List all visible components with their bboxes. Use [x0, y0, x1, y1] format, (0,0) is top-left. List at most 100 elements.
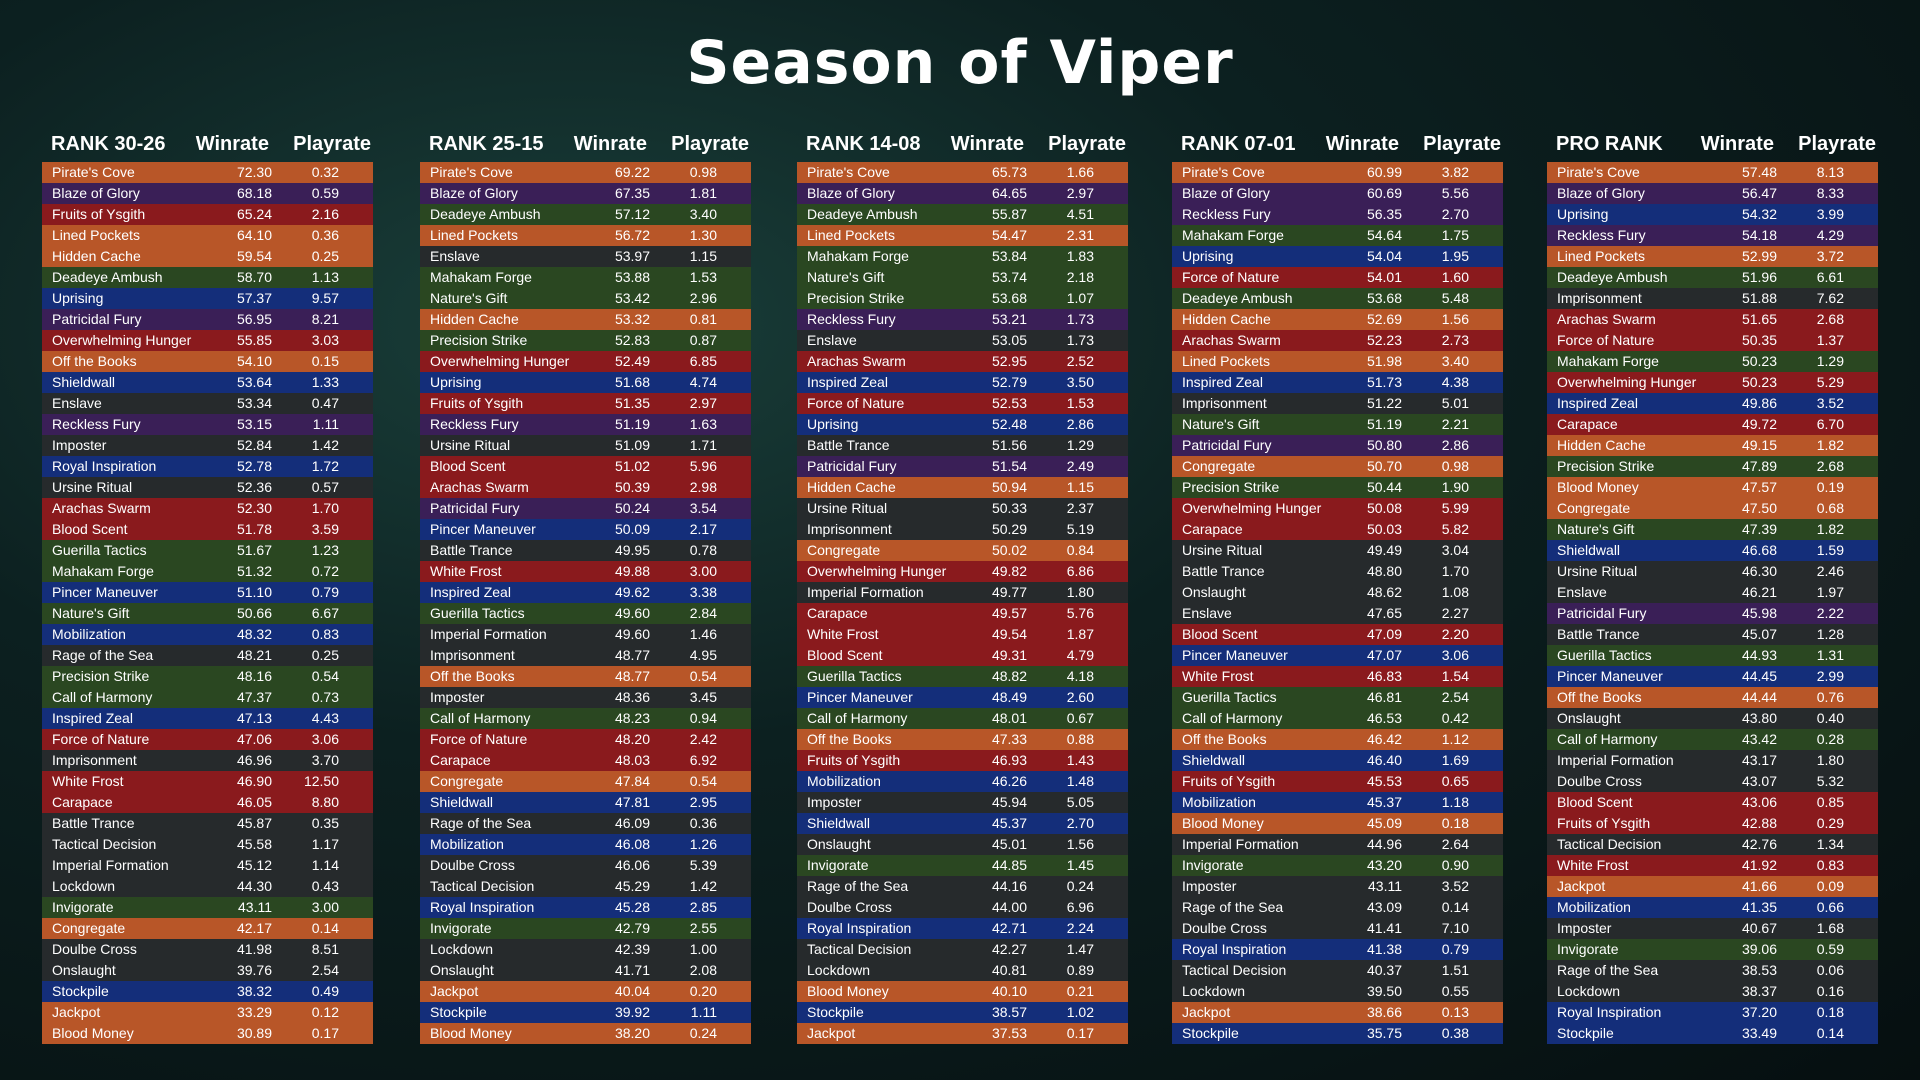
card-name: Invigorate — [52, 899, 114, 915]
playrate-value: 0.59 — [311, 185, 339, 201]
playrate-value: 0.40 — [1816, 710, 1844, 726]
table-row: Imperial Formation 49.60 1.46 — [420, 624, 751, 645]
table-row: Precision Strike 47.89 2.68 — [1547, 456, 1878, 477]
playrate-value: 1.54 — [1441, 668, 1469, 684]
table-row: Rage of the Sea 44.16 0.24 — [797, 876, 1128, 897]
winrate-value: 49.72 — [1741, 416, 1777, 432]
winrate-value: 46.30 — [1741, 563, 1777, 579]
winrate-value: 45.98 — [1741, 605, 1777, 621]
playrate-value: 0.18 — [1441, 815, 1469, 831]
winrate-value: 42.76 — [1741, 836, 1777, 852]
table-row: Off the Books 44.44 0.76 — [1547, 687, 1878, 708]
winrate-value: 44.93 — [1741, 647, 1777, 663]
rank-header: RANK 07-01 — [1181, 133, 1296, 155]
winrate-value: 53.74 — [991, 269, 1027, 285]
winrate-value: 44.16 — [991, 878, 1027, 894]
table-row: Onslaught 41.71 2.08 — [420, 960, 751, 981]
table-row: Carapace 46.05 8.80 — [42, 792, 373, 813]
winrate-value: 64.65 — [991, 185, 1027, 201]
table-row: Patricidal Fury 50.24 3.54 — [420, 498, 751, 519]
playrate-value: 0.21 — [1066, 983, 1094, 999]
playrate-value: 1.63 — [689, 416, 717, 432]
table-row: Blood Scent 43.06 0.85 — [1547, 792, 1878, 813]
playrate-value: 2.54 — [311, 962, 339, 978]
winrate-value: 39.92 — [614, 1004, 650, 1020]
winrate-value: 46.06 — [614, 857, 650, 873]
table-row: Uprising 52.48 2.86 — [797, 414, 1128, 435]
playrate-value: 2.27 — [1441, 605, 1469, 621]
playrate-value: 2.55 — [689, 920, 717, 936]
winrate-value: 59.54 — [236, 248, 272, 264]
card-name: Blood Money — [52, 1025, 134, 1041]
card-name: Reckless Fury — [1182, 206, 1271, 222]
winrate-value: 53.64 — [236, 374, 272, 390]
card-name: Stockpile — [1182, 1025, 1239, 1041]
playrate-value: 2.64 — [1441, 836, 1469, 852]
table-row: Doulbe Cross 44.00 6.96 — [797, 897, 1128, 918]
playrate-value: 0.73 — [311, 689, 339, 705]
winrate-value: 47.84 — [614, 773, 650, 789]
playrate-value: 0.57 — [311, 479, 339, 495]
card-name: Hidden Cache — [1557, 437, 1646, 453]
playrate-value: 2.85 — [689, 899, 717, 915]
winrate-value: 60.99 — [1366, 164, 1402, 180]
card-name: Imperial Formation — [430, 626, 547, 642]
playrate-value: 0.13 — [1441, 1004, 1469, 1020]
table-row: Invigorate 43.11 3.00 — [42, 897, 373, 918]
winrate-value: 49.77 — [991, 584, 1027, 600]
playrate-value: 8.51 — [311, 941, 339, 957]
card-name: Imprisonment — [1557, 290, 1642, 306]
rank-table: PRO RANK Winrate Playrate Pirate's Cove 57.4… — [1547, 126, 1878, 1044]
playrate-value: 0.54 — [689, 668, 717, 684]
table-row: Pirate's Cove 69.22 0.98 — [420, 162, 751, 183]
playrate-value: 1.90 — [1441, 479, 1469, 495]
card-name: Invigorate — [1182, 857, 1244, 873]
winrate-value: 42.71 — [991, 920, 1027, 936]
table-row: Stockpile 39.92 1.11 — [420, 1002, 751, 1023]
table-row: Uprising 51.68 4.74 — [420, 372, 751, 393]
winrate-value: 46.05 — [236, 794, 272, 810]
card-name: Battle Trance — [52, 815, 135, 831]
card-name: Deadeye Ambush — [1182, 290, 1293, 306]
card-name: Lockdown — [430, 941, 494, 957]
card-name: Pirate's Cove — [430, 164, 513, 180]
playrate-value: 2.84 — [689, 605, 717, 621]
table-row: Inspired Zeal 47.13 4.43 — [42, 708, 373, 729]
table-row: Hidden Cache 50.94 1.15 — [797, 477, 1128, 498]
winrate-value: 47.13 — [236, 710, 272, 726]
table-row: Imprisonment 51.88 7.62 — [1547, 288, 1878, 309]
card-name: Battle Trance — [1182, 563, 1265, 579]
winrate-value: 67.35 — [614, 185, 650, 201]
card-name: Fruits of Ysgith — [1182, 773, 1276, 789]
table-row: Lined Pockets 54.47 2.31 — [797, 225, 1128, 246]
winrate-value: 55.85 — [236, 332, 272, 348]
winrate-value: 48.82 — [991, 668, 1027, 684]
winrate-value: 45.58 — [236, 836, 272, 852]
card-name: Rage of the Sea — [430, 815, 532, 831]
winrate-value: 50.23 — [1741, 374, 1777, 390]
playrate-value: 1.66 — [1066, 164, 1094, 180]
card-name: Reckless Fury — [52, 416, 141, 432]
table-row: Lockdown 38.37 0.16 — [1547, 981, 1878, 1002]
winrate-value: 51.68 — [614, 374, 650, 390]
rank-header: RANK 30-26 — [51, 133, 166, 155]
table-row: Blaze of Glory 56.47 8.33 — [1547, 183, 1878, 204]
card-name: Battle Trance — [1557, 626, 1640, 642]
table-row: Battle Trance 45.87 0.35 — [42, 813, 373, 834]
card-name: Mahakam Forge — [807, 248, 909, 264]
playrate-value: 2.46 — [1816, 563, 1844, 579]
playrate-value: 1.56 — [1066, 836, 1094, 852]
winrate-value: 45.01 — [991, 836, 1027, 852]
playrate-value: 1.29 — [1816, 353, 1844, 369]
table-row: Tactical Decision 45.58 1.17 — [42, 834, 373, 855]
playrate-value: 0.25 — [311, 647, 339, 663]
winrate-value: 47.09 — [1366, 626, 1402, 642]
table-row: Precision Strike 48.16 0.54 — [42, 666, 373, 687]
winrate-value: 51.96 — [1741, 269, 1777, 285]
playrate-value: 3.04 — [1441, 542, 1469, 558]
card-name: Tactical Decision — [807, 941, 912, 957]
playrate-value: 1.69 — [1441, 752, 1469, 768]
playrate-value: 1.33 — [311, 374, 339, 390]
table-row: Blood Money 30.89 0.17 — [42, 1023, 373, 1044]
winrate-value: 44.44 — [1741, 689, 1777, 705]
